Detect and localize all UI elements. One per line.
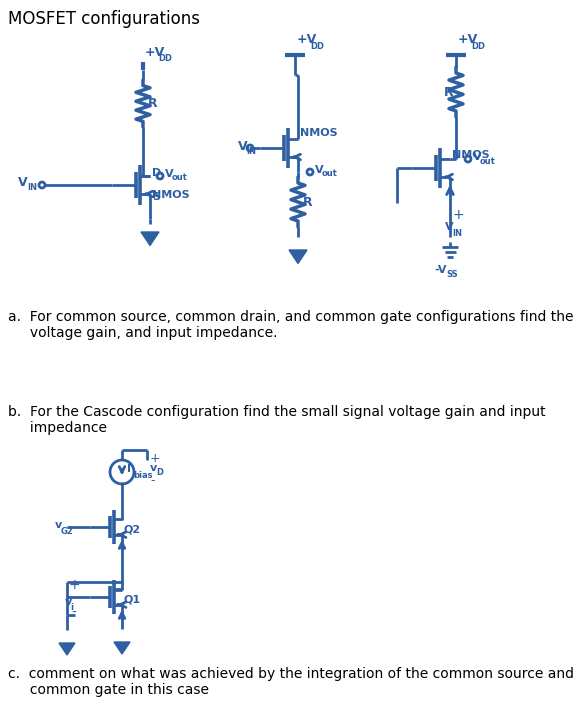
Text: V: V <box>165 169 174 179</box>
Text: D: D <box>152 168 161 178</box>
Text: out: out <box>322 169 338 179</box>
Text: v: v <box>65 597 72 607</box>
Text: V: V <box>473 152 482 162</box>
Text: +V: +V <box>458 33 478 46</box>
Polygon shape <box>114 642 130 654</box>
Text: voltage gain, and input impedance.: voltage gain, and input impedance. <box>8 326 278 340</box>
Text: DD: DD <box>310 42 324 51</box>
Text: -: - <box>150 474 154 487</box>
Text: V: V <box>238 140 248 152</box>
Text: S: S <box>152 192 160 202</box>
Text: Q2: Q2 <box>123 524 140 534</box>
Text: v: v <box>150 463 157 473</box>
Text: IN: IN <box>246 147 256 155</box>
Text: b.  For the Cascode configuration find the small signal voltage gain and input: b. For the Cascode configuration find th… <box>8 405 546 419</box>
Text: -V: -V <box>434 265 447 275</box>
Text: v: v <box>55 520 62 530</box>
Text: IN: IN <box>452 229 462 237</box>
Text: +: + <box>69 578 80 592</box>
Text: out: out <box>480 157 496 165</box>
Text: c.  comment on what was achieved by the integration of the common source and: c. comment on what was achieved by the i… <box>8 667 574 681</box>
Text: NMOS: NMOS <box>452 150 490 160</box>
Text: out: out <box>172 174 188 182</box>
Text: +V: +V <box>145 46 165 59</box>
Text: G2: G2 <box>61 527 74 535</box>
Text: V: V <box>18 176 27 189</box>
Text: D: D <box>156 468 163 477</box>
Text: DD: DD <box>158 54 172 63</box>
Text: i: i <box>70 602 73 611</box>
Text: +V: +V <box>297 33 317 46</box>
Text: Q1: Q1 <box>123 594 140 604</box>
Text: DD: DD <box>471 42 485 51</box>
Text: NMOS: NMOS <box>152 190 189 200</box>
Text: R: R <box>148 97 157 110</box>
Text: bias: bias <box>133 470 153 479</box>
Text: V: V <box>445 222 454 232</box>
Text: R: R <box>444 85 454 99</box>
Text: R: R <box>303 196 312 208</box>
Text: SS: SS <box>446 270 458 279</box>
Text: a.  For common source, common drain, and common gate configurations find the: a. For common source, common drain, and … <box>8 310 574 324</box>
Text: +: + <box>150 452 161 465</box>
Text: V: V <box>315 165 324 175</box>
Polygon shape <box>289 250 307 263</box>
Text: IN: IN <box>27 184 37 193</box>
Polygon shape <box>59 643 75 655</box>
Polygon shape <box>141 232 159 246</box>
Text: +: + <box>453 208 465 222</box>
Text: -: - <box>71 606 76 620</box>
Text: common gate in this case: common gate in this case <box>8 683 209 697</box>
Text: I: I <box>127 464 131 474</box>
Text: impedance: impedance <box>8 421 107 435</box>
Text: MOSFET configurations: MOSFET configurations <box>8 10 200 28</box>
Text: NMOS: NMOS <box>300 128 338 138</box>
